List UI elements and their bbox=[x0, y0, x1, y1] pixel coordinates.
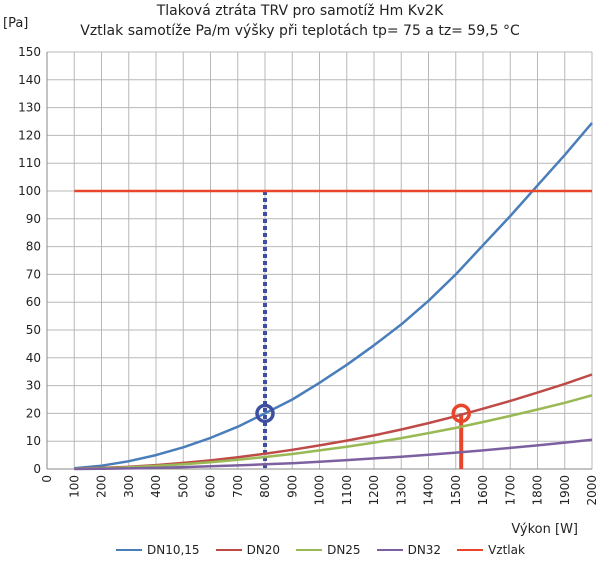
operating-point-marker bbox=[255, 403, 275, 424]
x-tick-label: 1300 bbox=[394, 475, 408, 506]
y-tick-label: 100 bbox=[18, 184, 41, 198]
y-tick-label: 140 bbox=[18, 73, 41, 87]
y-tick-label: 120 bbox=[18, 128, 41, 142]
legend-label: DN10,15 bbox=[147, 543, 200, 557]
x-tick-label: 1900 bbox=[558, 475, 572, 506]
y-tick-label: 0 bbox=[33, 462, 41, 476]
series-line-dn32 bbox=[74, 438, 593, 471]
x-tick-label: 1200 bbox=[367, 475, 381, 506]
series-line-dn20 bbox=[74, 373, 593, 470]
x-tick-label: 1700 bbox=[503, 475, 517, 506]
y-tick-label: 90 bbox=[26, 212, 41, 226]
x-tick-label: 200 bbox=[95, 475, 109, 498]
x-tick-label: 1100 bbox=[340, 475, 354, 506]
x-tick-label: 800 bbox=[258, 475, 272, 498]
x-tick-label: 1800 bbox=[531, 475, 545, 506]
x-tick-label: 400 bbox=[149, 475, 163, 498]
legend-swatch bbox=[116, 549, 142, 551]
chart-legend: DN10,15 DN20 DN25 DN32 Vztlak bbox=[116, 543, 525, 557]
y-tick-label: 80 bbox=[26, 240, 41, 254]
legend-item: DN10,15 bbox=[116, 543, 200, 557]
legend-label: DN25 bbox=[327, 543, 361, 557]
y-tick-label: 20 bbox=[26, 406, 41, 420]
x-tick-label: 1600 bbox=[476, 475, 490, 506]
y-tick-label: 50 bbox=[26, 323, 41, 337]
x-tick-label: 700 bbox=[231, 475, 245, 498]
x-axis-label: Výkon [W] bbox=[511, 522, 578, 537]
series-line-dn25 bbox=[74, 394, 593, 470]
x-tick-label: 600 bbox=[204, 475, 218, 498]
legend-swatch bbox=[376, 549, 403, 551]
legend-swatch bbox=[215, 549, 242, 551]
y-tick-label: 10 bbox=[26, 434, 41, 448]
legend-item: DN25 bbox=[296, 543, 361, 557]
x-tick-label: 900 bbox=[285, 475, 299, 498]
y-tick-label: 150 bbox=[18, 45, 41, 59]
y-tick-label: 60 bbox=[26, 295, 41, 309]
x-tick-label: 1400 bbox=[422, 475, 436, 506]
legend-label: DN20 bbox=[246, 543, 281, 557]
series-line-dn10-15 bbox=[74, 122, 593, 470]
y-tick-label: 110 bbox=[18, 156, 41, 170]
legend-swatch bbox=[457, 549, 484, 551]
y-tick-label: 70 bbox=[26, 267, 41, 281]
chart-title: Tlaková ztráta TRV pro samotíž Hm Kv2K bbox=[156, 3, 444, 19]
x-tick-label: 1500 bbox=[449, 475, 463, 506]
legend-swatch bbox=[296, 549, 323, 551]
x-tick-label: 100 bbox=[67, 475, 81, 498]
x-tick-label: 1000 bbox=[313, 475, 327, 506]
y-axis-label: [Pa] bbox=[3, 16, 29, 31]
legend-label: DN32 bbox=[407, 543, 442, 557]
x-tick-label: 500 bbox=[176, 475, 190, 498]
y-tick-label: 130 bbox=[18, 101, 41, 115]
legend-item: Vztlak bbox=[457, 543, 525, 557]
y-tick-label: 30 bbox=[26, 379, 41, 393]
y-tick-label: 40 bbox=[26, 351, 41, 365]
legend-item: DN20 bbox=[215, 543, 281, 557]
x-tick-label: 2000 bbox=[585, 475, 599, 506]
legend-label: Vztlak bbox=[488, 543, 525, 557]
x-tick-label: 300 bbox=[122, 475, 136, 498]
legend-item: DN32 bbox=[376, 543, 442, 557]
chart-subtitle: Vztlak samotíže Pa/m výšky při teplotách… bbox=[80, 23, 520, 39]
operating-point-marker bbox=[451, 403, 471, 424]
x-tick-label: 0 bbox=[40, 475, 54, 483]
